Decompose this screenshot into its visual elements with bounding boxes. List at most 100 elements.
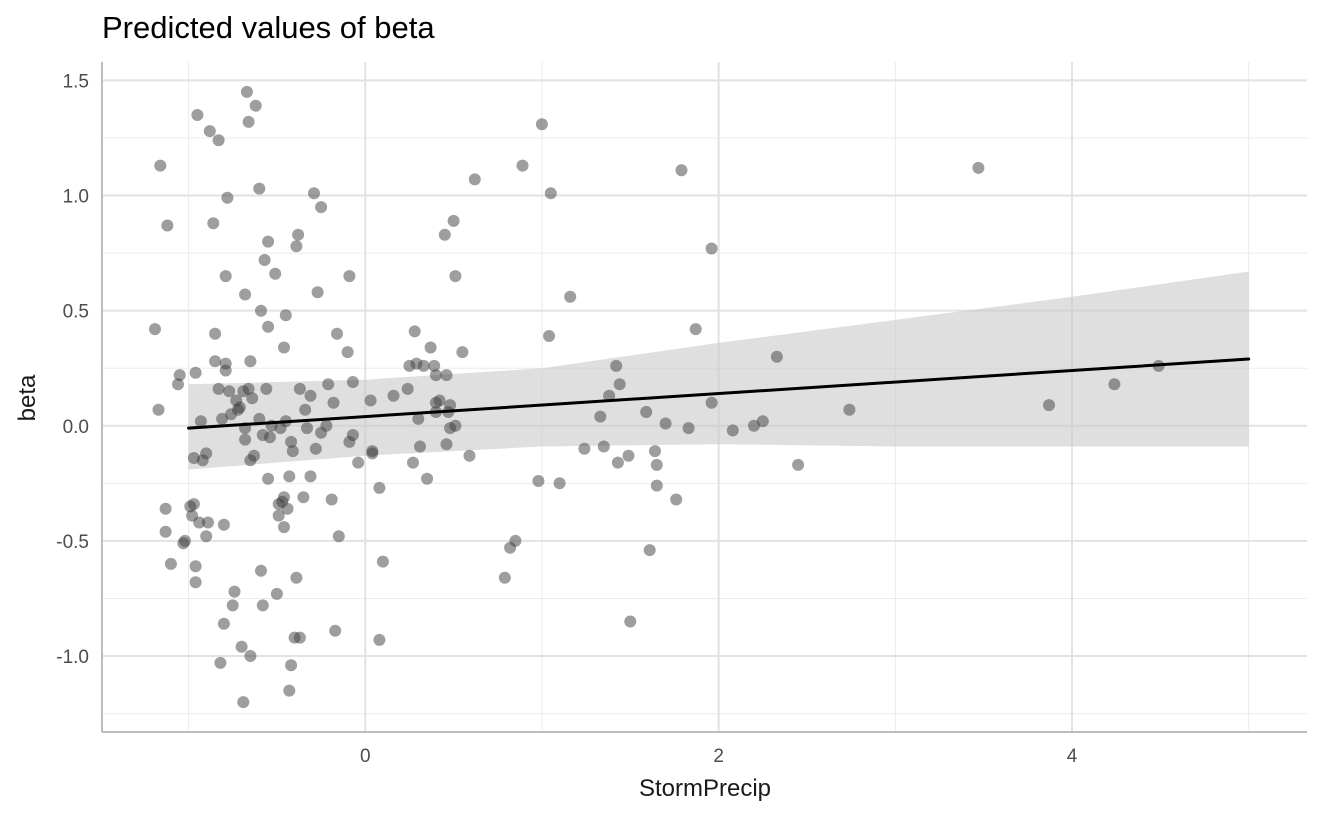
- data-point: [200, 530, 213, 543]
- data-point: [770, 350, 783, 363]
- data-point: [258, 254, 271, 266]
- data-point: [597, 440, 610, 453]
- data-point: [352, 456, 365, 469]
- y-tick-label: -0.5: [56, 532, 89, 553]
- data-point: [242, 382, 255, 395]
- data-point: [311, 286, 324, 299]
- data-point: [449, 270, 462, 283]
- data-point: [532, 475, 545, 487]
- data-point: [366, 447, 379, 460]
- data-point: [283, 470, 296, 483]
- data-point: [346, 429, 359, 441]
- data-point: [376, 555, 389, 568]
- data-point: [214, 656, 227, 669]
- data-point: [285, 659, 298, 672]
- data-point: [242, 115, 255, 128]
- data-point: [149, 323, 161, 336]
- data-point: [263, 431, 276, 444]
- data-point: [329, 624, 342, 637]
- data-point: [233, 401, 246, 414]
- data-point: [670, 493, 683, 506]
- data-point: [433, 394, 446, 407]
- data-point: [424, 341, 437, 354]
- data-point: [613, 378, 626, 391]
- data-point: [209, 355, 222, 368]
- data-point: [756, 415, 769, 428]
- data-point: [219, 364, 232, 377]
- data-point: [256, 599, 269, 612]
- data-point: [327, 396, 340, 409]
- data-point: [286, 445, 299, 458]
- data-point: [194, 415, 207, 428]
- data-point: [643, 544, 656, 557]
- data-point: [322, 378, 335, 391]
- data-point: [154, 159, 167, 172]
- data-point: [408, 325, 421, 338]
- data-point: [304, 470, 317, 483]
- data-point: [315, 201, 328, 214]
- axes-layer: [101, 62, 1307, 733]
- data-point: [228, 585, 241, 598]
- data-point: [401, 382, 414, 395]
- data-point: [172, 378, 184, 391]
- tick-labels-layer: 0 2 4 -1.0 -0.5 0.0 0.5 1.0 1.5: [56, 71, 1077, 767]
- data-point: [189, 366, 202, 379]
- y-tick-label: 1.5: [63, 71, 89, 92]
- data-point: [449, 419, 462, 432]
- data-point: [603, 389, 616, 402]
- data-point: [1108, 378, 1121, 391]
- data-point: [248, 449, 260, 462]
- data-point: [325, 493, 338, 506]
- data-point: [193, 516, 206, 529]
- data-point: [207, 217, 220, 230]
- data-point: [293, 631, 306, 644]
- data-point: [792, 458, 805, 471]
- data-point: [535, 118, 548, 131]
- y-tick-label: 0.5: [63, 302, 89, 323]
- data-point: [301, 422, 313, 435]
- data-point: [221, 191, 234, 204]
- data-point: [428, 359, 441, 372]
- data-point: [1043, 399, 1055, 412]
- data-point: [649, 445, 661, 458]
- data-point: [278, 521, 290, 534]
- data-point: [255, 564, 267, 577]
- data-point: [159, 502, 172, 515]
- fit-line-layer: [187, 357, 1251, 430]
- confidence-band-layer: [188, 271, 1249, 470]
- data-point: [297, 491, 310, 504]
- data-point: [659, 417, 672, 430]
- data-point: [509, 534, 522, 547]
- data-point: [364, 394, 377, 407]
- data-point: [468, 173, 481, 186]
- data-point: [270, 587, 283, 600]
- data-point: [262, 320, 275, 333]
- data-point: [285, 435, 298, 448]
- data-point: [498, 571, 511, 584]
- y-tick-label: 0.0: [63, 417, 89, 438]
- data-point: [373, 481, 386, 494]
- data-point: [217, 617, 230, 630]
- data-point: [262, 472, 275, 485]
- data-point: [269, 267, 282, 280]
- data-point: [440, 369, 453, 382]
- confidence-band: [188, 271, 1249, 470]
- data-point: [217, 518, 230, 531]
- data-point: [343, 270, 356, 283]
- data-point: [421, 472, 434, 485]
- data-point: [279, 309, 292, 322]
- data-point: [290, 571, 303, 584]
- data-point: [212, 134, 225, 147]
- data-point: [407, 456, 419, 469]
- data-point: [843, 403, 856, 416]
- data-point: [202, 516, 214, 529]
- data-point: [253, 182, 266, 195]
- data-point: [173, 369, 186, 382]
- data-point: [440, 438, 453, 451]
- data-point: [278, 491, 290, 504]
- data-point: [594, 410, 607, 423]
- data-point: [387, 389, 400, 402]
- data-point: [346, 376, 359, 388]
